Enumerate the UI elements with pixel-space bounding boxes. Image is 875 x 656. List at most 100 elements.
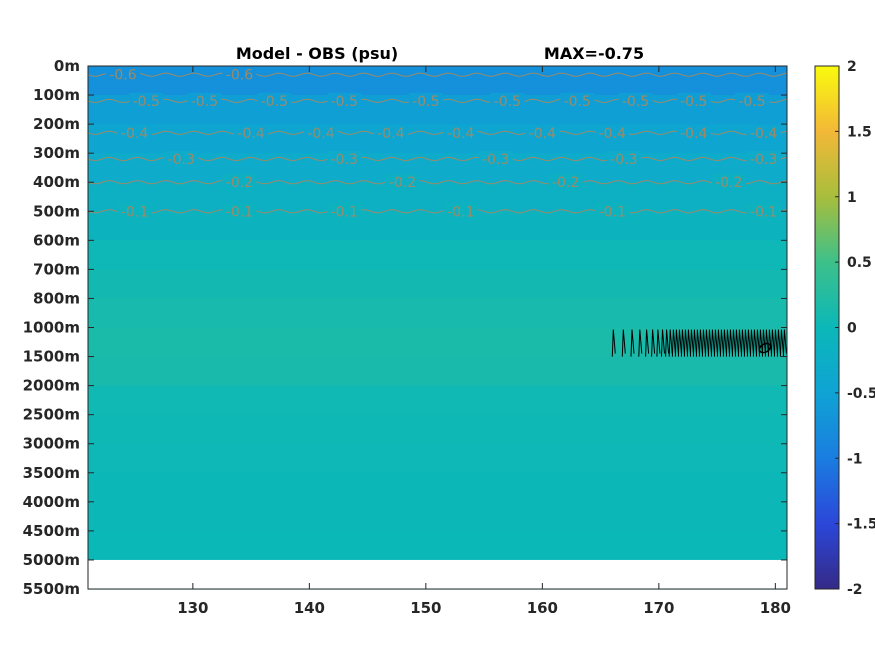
contour-label-bg — [327, 92, 362, 108]
contour-label: -0.4 — [447, 126, 474, 142]
black-contour-line — [716, 329, 721, 357]
y-tick-label: 400m — [33, 173, 80, 191]
x-tick-label: 180 — [760, 599, 791, 617]
black-contour-line — [776, 329, 781, 357]
x-tick-label: 160 — [527, 599, 558, 617]
contour-label-bg — [105, 66, 140, 82]
black-contour-line — [722, 329, 727, 357]
contour-label-bg — [117, 203, 152, 219]
y-tick-label: 4000m — [23, 493, 80, 511]
contour-label: -0.6 — [226, 68, 253, 84]
contour-label-bg — [676, 92, 711, 108]
contour-label: -0.2 — [389, 175, 416, 191]
black-contour-line — [713, 329, 718, 357]
black-contour-line — [731, 329, 736, 357]
x-tick-label: 130 — [177, 599, 208, 617]
black-contour-line — [638, 329, 643, 357]
y-tick-label: 500m — [33, 202, 80, 220]
black-contour-line — [749, 329, 754, 357]
black-contour-line — [695, 329, 700, 357]
contour-lines: -0.6 -0.6 -0.5 -0.5 -0.5 -0.5 -0.5 -0.5 -0.5 -0.5… — [87, 66, 788, 220]
black-contour-line — [710, 329, 715, 357]
y-tick-label: 1500m — [23, 348, 80, 366]
contour-label-bg — [129, 92, 164, 108]
contour-line--0.3 — [87, 156, 788, 162]
black-contour-line — [746, 329, 751, 357]
black-contour-region — [611, 329, 787, 357]
contour-line--0.2 — [87, 180, 788, 185]
y-tick-label: 300m — [33, 144, 80, 162]
y-tick-label: 800m — [33, 289, 80, 307]
black-contour-line — [668, 329, 673, 357]
heatmap-band-700m — [88, 269, 787, 300]
black-contour-line — [734, 329, 739, 357]
black-contour-line — [743, 329, 748, 357]
contour-label: -0.2 — [552, 175, 579, 191]
contour-label: -0.4 — [307, 126, 334, 142]
contour-label: -0.4 — [599, 126, 626, 142]
y-tick-label: 5500m — [23, 580, 80, 598]
heatmap-band-2000m — [88, 385, 787, 416]
max-annotation: MAX=-0.75 — [544, 44, 644, 63]
contour-label-bg — [618, 92, 653, 108]
x-tick-label: 170 — [643, 599, 674, 617]
black-contour-line — [674, 329, 679, 357]
black-contour-line — [686, 329, 691, 357]
no-data-area — [88, 559, 787, 589]
contour-label-bg — [560, 92, 595, 108]
contour-label: -0.1 — [226, 204, 253, 220]
black-contour-line — [740, 329, 745, 357]
black-contour-line — [779, 329, 784, 357]
contour-label-bg — [595, 203, 630, 219]
contour-label-bg — [373, 124, 408, 140]
y-tick-label: 3500m — [23, 464, 80, 482]
contour-label: -0.5 — [261, 94, 288, 110]
black-contour-line — [719, 329, 724, 357]
contour-label-bg — [595, 124, 630, 140]
contour-label: -0.4 — [237, 126, 264, 142]
contour-line--0.6 — [87, 72, 788, 77]
contour-label-bg — [443, 203, 478, 219]
heatmap-band-400m — [88, 182, 787, 212]
contour-label: -0.2 — [226, 175, 253, 191]
heatmap-band-4500m — [88, 530, 787, 561]
contour-label-bg — [746, 124, 781, 140]
contour-label: -0.5 — [564, 94, 591, 110]
contour-label: -0.4 — [529, 126, 556, 142]
heatmap-band-600m — [88, 240, 787, 270]
contour-label: -0.4 — [680, 126, 707, 142]
contour-label: -0.1 — [121, 204, 148, 220]
y-axis: 0m 100m 200m 300m 400m 500m 600m 700m 800m 1000m 1… — [23, 57, 787, 598]
contour-label-bg — [222, 66, 257, 82]
contour-label: -0.5 — [191, 94, 218, 110]
contour-label-bg — [735, 92, 770, 108]
heatmap-band-3000m — [88, 443, 787, 474]
contour-label: -0.5 — [331, 94, 358, 110]
black-contour-line — [773, 329, 778, 357]
contour-label-bg — [187, 92, 222, 108]
heatmap-band-3500m — [88, 472, 787, 503]
heatmap-band-500m — [88, 211, 787, 241]
y-tick-label: 2000m — [23, 377, 80, 395]
contour-label-bg — [222, 203, 257, 219]
contour-label-bg — [164, 150, 199, 166]
black-contour-line — [661, 329, 665, 357]
y-tick-label: 100m — [33, 86, 80, 104]
y-tick-label: 1000m — [23, 319, 80, 337]
black-contour-line — [755, 329, 760, 357]
y-tick-label: 700m — [33, 260, 80, 278]
contour-label-bg — [257, 92, 292, 108]
black-contour-line — [630, 329, 635, 357]
x-axis: 130 140 150 160 170 180 — [177, 66, 791, 617]
black-contour-line — [761, 329, 766, 357]
contour-label: -0.5 — [680, 94, 707, 110]
contour-label: -0.5 — [622, 94, 649, 110]
contour-label: -0.6 — [109, 68, 136, 84]
heatmap-band-0m — [88, 66, 787, 96]
y-tick-label: 2500m — [23, 406, 80, 424]
heatmap-band-800m — [88, 298, 787, 329]
heatmap-band-200m — [88, 124, 787, 154]
black-contour-line — [752, 329, 757, 357]
contour-label-bg — [327, 203, 362, 219]
contour-label: -0.1 — [599, 204, 626, 220]
